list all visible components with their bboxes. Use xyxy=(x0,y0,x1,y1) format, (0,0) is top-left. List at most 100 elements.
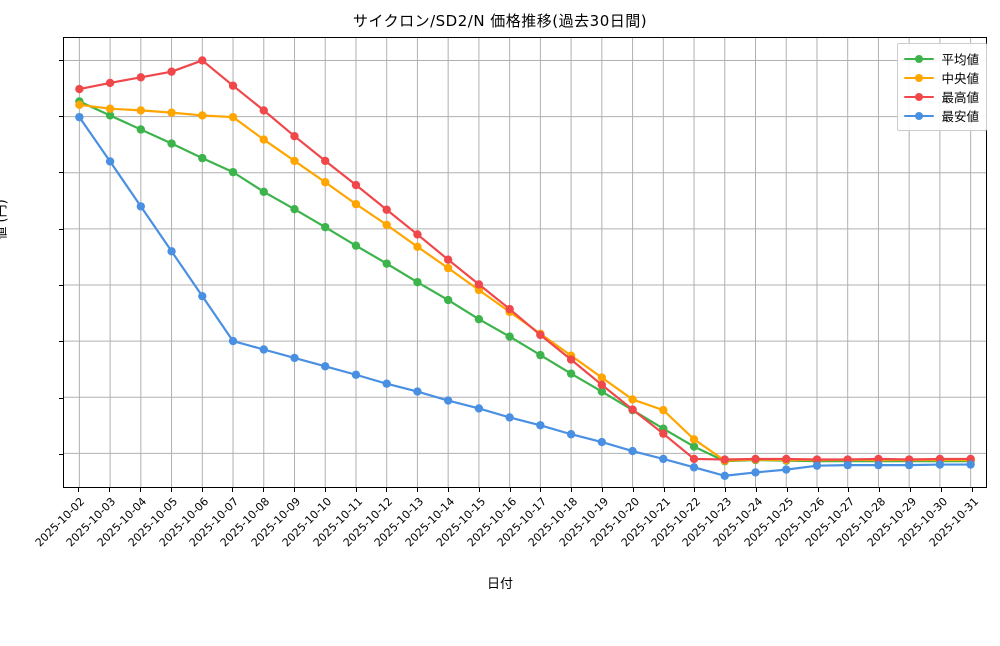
y-axis-label: 値 (円) xyxy=(0,199,10,239)
x-tick-mark xyxy=(417,488,419,492)
data-point xyxy=(228,81,238,90)
series-layer xyxy=(75,56,975,480)
x-tick-mark xyxy=(478,488,480,492)
x-tick-mark xyxy=(571,488,573,492)
data-point xyxy=(290,204,299,214)
data-point xyxy=(597,437,607,447)
chart-legend: 平均値中央値最高値最安値 xyxy=(897,43,987,131)
x-tick-mark xyxy=(109,488,111,492)
y-tick-mark xyxy=(59,59,63,61)
y-tick-mark xyxy=(59,454,63,456)
data-point xyxy=(966,460,975,469)
data-point xyxy=(720,455,729,464)
data-point xyxy=(105,78,115,88)
data-point xyxy=(198,111,207,120)
data-point xyxy=(474,280,484,289)
data-point xyxy=(566,430,576,439)
x-tick-mark xyxy=(848,488,850,492)
x-tick-mark xyxy=(971,488,973,492)
data-point xyxy=(443,396,453,405)
data-point xyxy=(136,202,146,211)
x-tick-mark xyxy=(663,488,665,492)
data-point xyxy=(105,104,115,113)
x-tick-mark xyxy=(448,488,449,492)
data-point xyxy=(536,350,545,360)
legend-item-0[interactable]: 平均値 xyxy=(904,49,979,68)
series-line-2 xyxy=(78,59,972,461)
data-point xyxy=(351,199,361,209)
data-point xyxy=(751,468,760,477)
data-point xyxy=(505,304,514,314)
data-point xyxy=(105,157,115,166)
data-point xyxy=(413,230,422,239)
data-point xyxy=(782,454,791,464)
x-tick-mark xyxy=(817,488,819,492)
data-point xyxy=(536,330,545,340)
legend-label: 平均値 xyxy=(941,52,979,67)
series-line-1 xyxy=(78,103,972,462)
data-point xyxy=(597,380,607,390)
data-point xyxy=(720,471,729,480)
data-point xyxy=(505,332,514,341)
data-point xyxy=(351,180,361,190)
data-point xyxy=(321,362,330,371)
data-point xyxy=(259,106,268,115)
data-point xyxy=(75,112,84,122)
legend-label: 最安値 xyxy=(941,109,979,124)
data-point xyxy=(198,56,207,65)
data-point xyxy=(689,442,699,451)
data-point xyxy=(321,222,330,232)
data-point xyxy=(351,370,361,379)
data-point xyxy=(75,84,84,94)
data-point xyxy=(290,353,299,363)
data-point xyxy=(659,454,668,464)
legend-label: 中央値 xyxy=(941,71,979,86)
data-point xyxy=(259,345,268,354)
data-point xyxy=(751,454,760,464)
data-point xyxy=(443,255,453,264)
y-tick-mark xyxy=(59,228,63,230)
legend-label: 最高値 xyxy=(941,90,979,105)
legend-item-3[interactable]: 最安値 xyxy=(904,106,979,125)
data-point xyxy=(536,421,545,430)
data-point xyxy=(628,395,637,404)
y-tick-mark xyxy=(59,397,63,399)
data-point xyxy=(167,67,176,76)
data-point xyxy=(474,404,484,413)
data-point xyxy=(843,460,852,470)
data-point xyxy=(597,373,607,382)
legend-swatch-icon xyxy=(904,52,935,66)
data-point xyxy=(505,413,514,422)
data-point xyxy=(75,100,84,109)
data-point xyxy=(628,405,637,414)
legend-swatch-icon xyxy=(904,109,935,123)
data-point xyxy=(874,454,883,464)
chart-title: サイクロン/SD2/N 価格推移(過去30日間) xyxy=(352,12,648,30)
data-point xyxy=(136,73,146,82)
legend-item-2[interactable]: 最高値 xyxy=(904,87,979,106)
data-point xyxy=(167,108,176,117)
data-point xyxy=(566,369,576,378)
data-point xyxy=(812,461,822,470)
data-point xyxy=(382,259,391,268)
data-point xyxy=(413,242,422,251)
x-tick-mark xyxy=(694,488,696,492)
x-tick-mark xyxy=(540,488,542,492)
x-tick-mark xyxy=(509,488,511,492)
x-tick-mark xyxy=(940,488,942,492)
data-point xyxy=(443,263,453,273)
data-point xyxy=(566,355,576,364)
data-point xyxy=(413,387,422,396)
series-line-3 xyxy=(78,116,972,477)
data-point xyxy=(259,135,268,144)
data-point xyxy=(136,125,146,134)
legend-swatch-icon xyxy=(904,71,935,85)
data-point xyxy=(935,460,945,469)
data-point xyxy=(290,132,299,141)
x-tick-mark xyxy=(756,488,757,492)
data-point xyxy=(628,446,637,456)
y-tick-mark xyxy=(59,341,63,343)
y-tick-mark xyxy=(59,285,63,287)
data-point xyxy=(689,463,699,472)
legend-item-1[interactable]: 中央値 xyxy=(904,68,979,87)
